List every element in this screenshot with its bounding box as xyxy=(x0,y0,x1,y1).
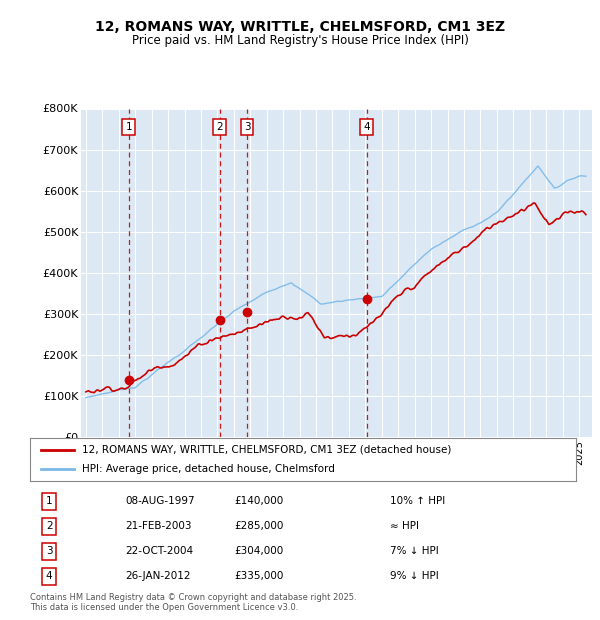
Text: 12, ROMANS WAY, WRITTLE, CHELMSFORD, CM1 3EZ: 12, ROMANS WAY, WRITTLE, CHELMSFORD, CM1… xyxy=(95,20,505,34)
Text: 2: 2 xyxy=(46,521,52,531)
Text: 3: 3 xyxy=(46,546,52,556)
Text: 21-FEB-2003: 21-FEB-2003 xyxy=(125,521,192,531)
Text: Contains HM Land Registry data © Crown copyright and database right 2025.: Contains HM Land Registry data © Crown c… xyxy=(30,593,356,602)
Text: 4: 4 xyxy=(46,572,52,582)
Text: 2: 2 xyxy=(216,122,223,132)
Text: ≈ HPI: ≈ HPI xyxy=(391,521,419,531)
Text: 1: 1 xyxy=(46,496,52,506)
Text: 3: 3 xyxy=(244,122,250,132)
Text: Price paid vs. HM Land Registry's House Price Index (HPI): Price paid vs. HM Land Registry's House … xyxy=(131,34,469,47)
Text: 26-JAN-2012: 26-JAN-2012 xyxy=(125,572,191,582)
Text: £285,000: £285,000 xyxy=(235,521,284,531)
Text: 9% ↓ HPI: 9% ↓ HPI xyxy=(391,572,439,582)
Text: 22-OCT-2004: 22-OCT-2004 xyxy=(125,546,194,556)
Text: HPI: Average price, detached house, Chelmsford: HPI: Average price, detached house, Chel… xyxy=(82,464,335,474)
Text: This data is licensed under the Open Government Licence v3.0.: This data is licensed under the Open Gov… xyxy=(30,603,298,612)
Text: £140,000: £140,000 xyxy=(235,496,284,506)
Text: 7% ↓ HPI: 7% ↓ HPI xyxy=(391,546,439,556)
Text: 4: 4 xyxy=(363,122,370,132)
Text: 08-AUG-1997: 08-AUG-1997 xyxy=(125,496,195,506)
Text: £304,000: £304,000 xyxy=(235,546,284,556)
Text: 1: 1 xyxy=(125,122,132,132)
Text: 10% ↑ HPI: 10% ↑ HPI xyxy=(391,496,446,506)
Text: £335,000: £335,000 xyxy=(235,572,284,582)
Text: 12, ROMANS WAY, WRITTLE, CHELMSFORD, CM1 3EZ (detached house): 12, ROMANS WAY, WRITTLE, CHELMSFORD, CM1… xyxy=(82,445,451,454)
